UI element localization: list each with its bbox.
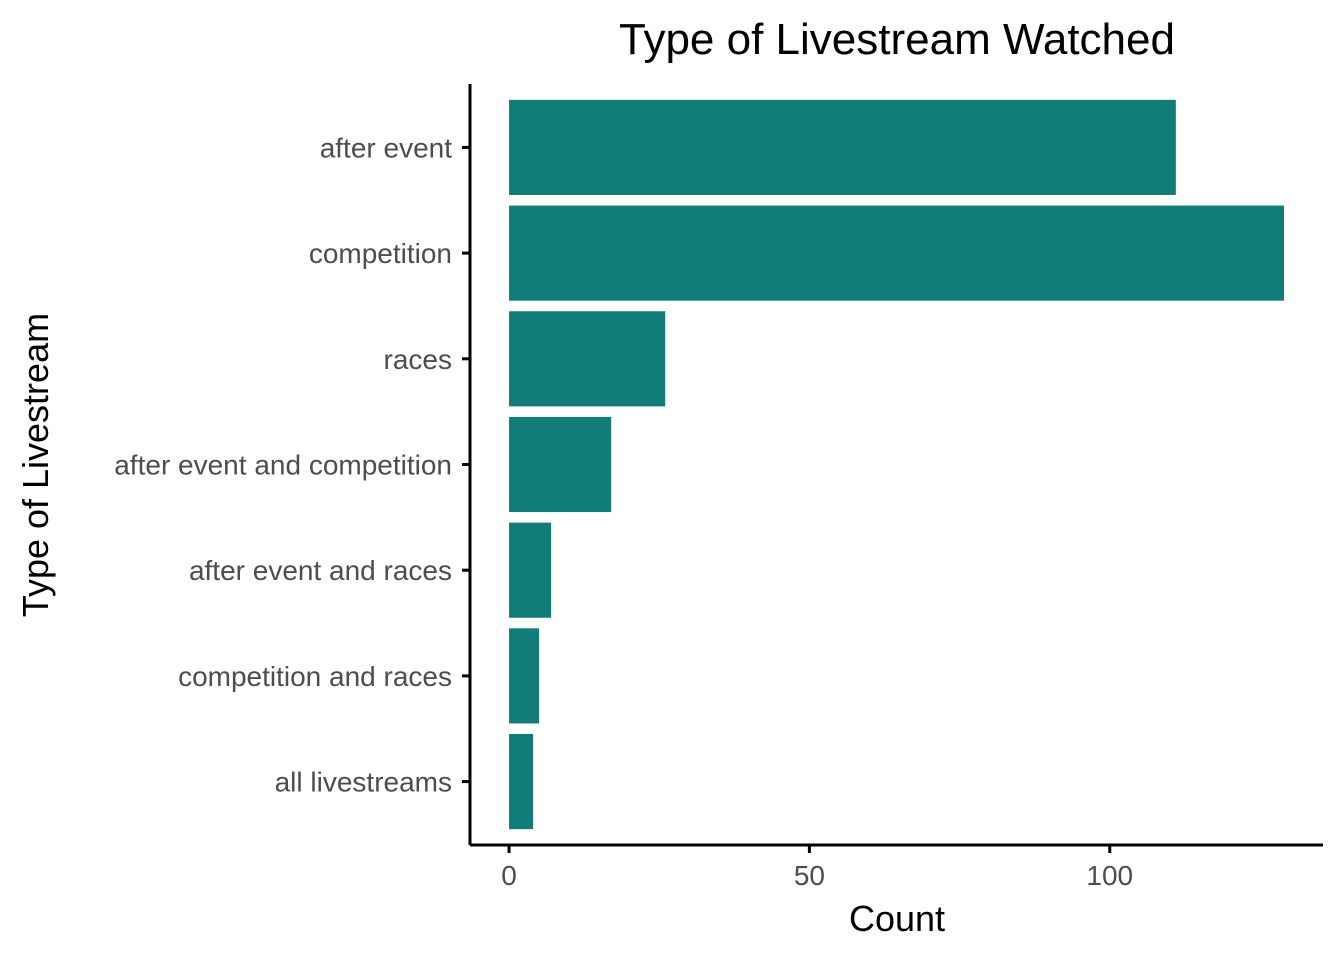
y-axis-title: Type of Livestream: [15, 313, 56, 617]
bar-after-event-and-races: [509, 522, 552, 618]
y-axis-ticks: after event competition races after event a…: [114, 132, 470, 798]
y-tick-label: competition and races: [178, 661, 452, 692]
x-tick-label: 0: [501, 860, 517, 891]
y-tick-label: races: [384, 344, 452, 375]
bar-after-event: [509, 99, 1176, 195]
x-axis-title: Count: [849, 898, 945, 939]
y-tick-label: after event and competition: [114, 450, 452, 481]
bar-competition-and-races: [509, 628, 540, 724]
chart-title: Type of Livestream Watched: [619, 15, 1175, 64]
bar-competition: [509, 205, 1284, 301]
y-tick-label: all livestreams: [275, 767, 452, 798]
x-tick-label: 50: [794, 860, 825, 891]
bar-after-event-and-competition: [509, 416, 612, 513]
y-tick-label: after event and races: [189, 555, 452, 586]
bar-all-livestreams: [509, 734, 534, 830]
bars-group: [509, 99, 1284, 830]
bar-races: [509, 311, 666, 407]
x-tick-label: 100: [1086, 860, 1133, 891]
y-tick-label: after event: [320, 132, 453, 163]
y-tick-label: competition: [309, 238, 452, 269]
x-axis-ticks: 0 50 100: [501, 845, 1133, 891]
